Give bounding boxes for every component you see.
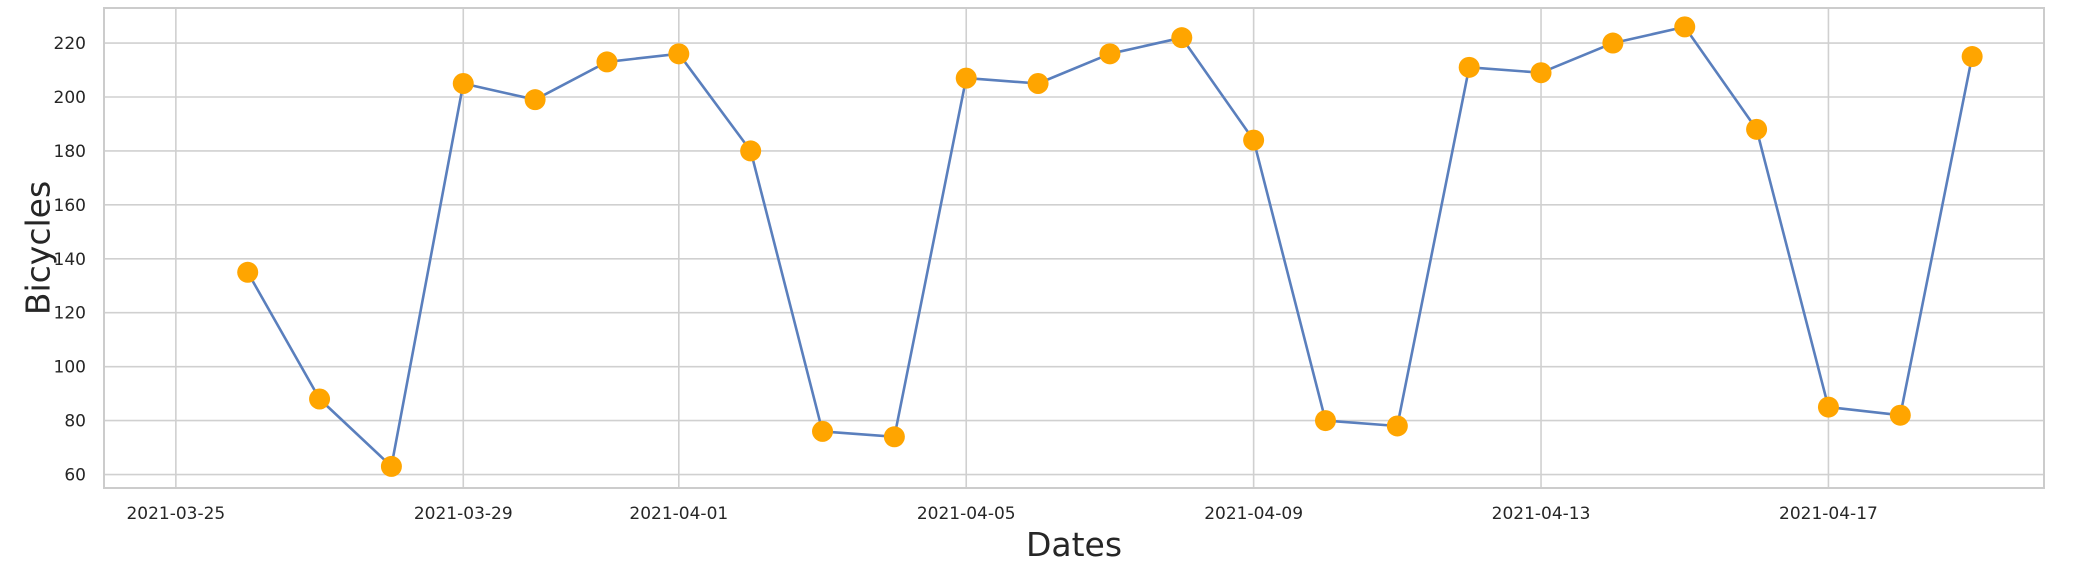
data-point <box>1602 32 1624 54</box>
y-tick-label: 140 <box>54 250 86 270</box>
data-point <box>740 140 762 162</box>
x-axis-tick-labels: 2021-03-25 2021-03-29 2021-04-01 2021-04-05… <box>126 504 1877 524</box>
data-point <box>955 67 977 89</box>
data-point <box>1386 415 1408 437</box>
data-point <box>1243 129 1265 151</box>
x-tick-label: 2021-04-13 <box>1492 504 1591 524</box>
data-point <box>812 420 834 442</box>
x-tick-label: 2021-03-25 <box>126 504 225 524</box>
grid-lines <box>104 8 2044 488</box>
x-tick-label: 2021-03-29 <box>414 504 513 524</box>
data-point <box>1530 62 1552 84</box>
data-point <box>1171 27 1193 49</box>
x-tick-label: 2021-04-01 <box>629 504 728 524</box>
data-point <box>883 426 905 448</box>
y-tick-label: 120 <box>54 304 86 324</box>
x-axis-title: Dates <box>1026 525 1122 564</box>
data-point <box>1817 396 1839 418</box>
data-point <box>380 455 402 477</box>
data-point <box>1027 73 1049 95</box>
data-point <box>524 89 546 111</box>
y-tick-label: 80 <box>64 412 86 432</box>
data-point <box>309 388 331 410</box>
data-point <box>596 51 618 73</box>
data-point-markers <box>237 16 1983 477</box>
y-axis-title: Bicycles <box>19 181 58 315</box>
y-tick-label: 100 <box>54 358 86 378</box>
data-point <box>668 43 690 65</box>
y-tick-label: 60 <box>64 466 86 486</box>
y-tick-label: 160 <box>54 196 86 216</box>
data-point <box>1746 118 1768 140</box>
y-tick-label: 180 <box>54 142 86 162</box>
y-tick-label: 220 <box>54 34 86 54</box>
data-point <box>1889 404 1911 426</box>
data-point <box>1458 56 1480 78</box>
y-axis-tick-labels: 60 80 100 120 140 160 180 200 220 <box>54 34 86 485</box>
plot-area-frame <box>103 7 2045 489</box>
data-point <box>1961 46 1983 68</box>
data-point <box>1314 410 1336 432</box>
data-point <box>452 73 474 95</box>
y-tick-label: 200 <box>54 88 86 108</box>
x-tick-label: 2021-04-09 <box>1204 504 1303 524</box>
data-point <box>1674 16 1696 38</box>
data-point <box>237 261 259 283</box>
x-tick-label: 2021-04-05 <box>917 504 1016 524</box>
x-tick-label: 2021-04-17 <box>1779 504 1878 524</box>
data-point <box>1099 43 1121 65</box>
